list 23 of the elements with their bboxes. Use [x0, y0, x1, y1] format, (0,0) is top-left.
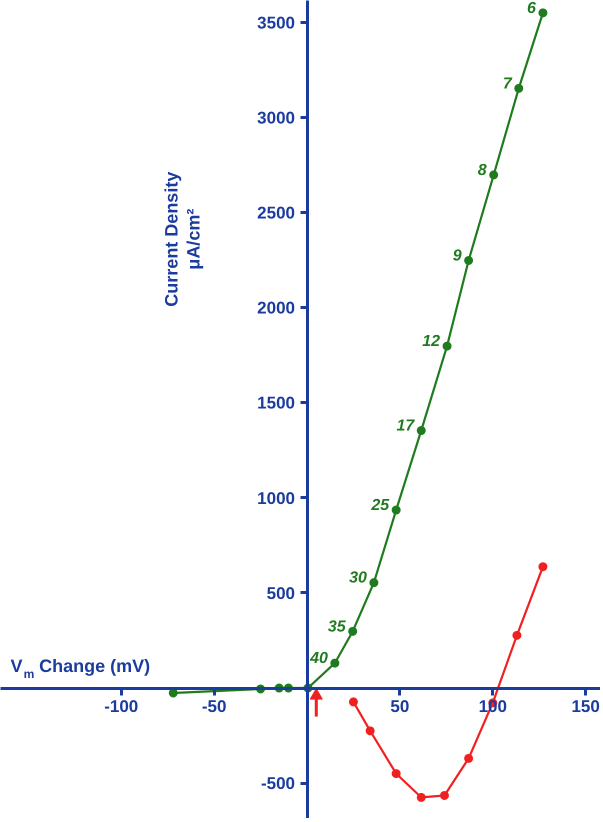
annotation: 8 [478, 162, 487, 179]
y-tick-label: 1500 [257, 394, 296, 413]
x-tick-label: -100 [104, 697, 138, 716]
annotation: 6 [527, 0, 536, 17]
y-tick-label: 2000 [257, 298, 296, 318]
y-tick-label: 2500 [257, 204, 296, 223]
y-tick-label: 3000 [257, 108, 296, 128]
y-tick-label: 1000 [257, 488, 296, 508]
annotation: 30 [349, 570, 367, 587]
y-tick-label: -500 [260, 774, 296, 794]
annotation: 12 [422, 333, 440, 350]
annotation: 17 [396, 418, 416, 435]
y-axis-title: Current Density μA/cm² [162, 172, 204, 307]
y-tick-label: 500 [266, 584, 296, 603]
annotation: 35 [328, 618, 347, 636]
y-tick-label: 3500 [257, 13, 296, 32]
x-tick-label: -50 [202, 697, 226, 716]
annotation: 25 [370, 497, 390, 514]
x-tick-label: 150 [571, 697, 600, 716]
annotation: 7 [502, 75, 513, 92]
annotation: 40 [309, 650, 328, 668]
annotation: 9 [452, 247, 462, 264]
x-tick-label: 50 [390, 697, 410, 716]
